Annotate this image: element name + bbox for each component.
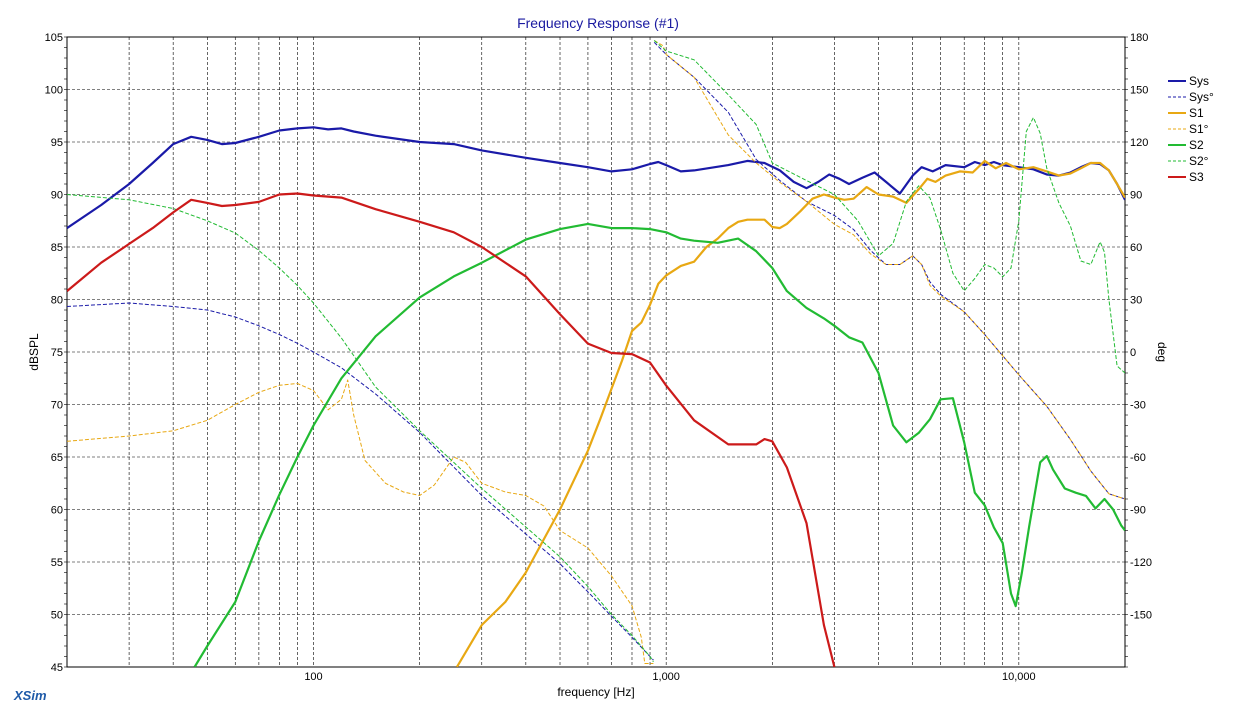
y-tick-label: 85 (51, 242, 63, 254)
y2-tick-label: -150 (1130, 610, 1152, 622)
y2-tick-label: 60 (1130, 242, 1142, 254)
series-line (455, 159, 1125, 667)
left-axis: 105 100 95 90 85 80 75 70 65 60 55 50 45 (45, 32, 67, 674)
y-tick-label: 100 (45, 85, 63, 97)
y-tick-label: 50 (51, 610, 63, 622)
y2-tick-label: 120 (1130, 137, 1148, 149)
y-axis-label: dBSPL (27, 333, 41, 371)
legend-label: Sys° (1189, 90, 1214, 104)
x-tick-label: 100 (304, 671, 322, 683)
legend-label: S1 (1189, 106, 1204, 120)
y2-tick-label: 90 (1130, 190, 1142, 202)
legend-label: Sys (1189, 74, 1209, 88)
xsim-logo: XSim (14, 688, 47, 703)
grid (66, 36, 1126, 668)
right-axis: 180 150 120 90 60 30 0 -30 -60 -90 -120 -150 (1125, 32, 1152, 668)
legend: Sys Sys° S1 S1° S2 S2° S3 (1168, 74, 1214, 184)
series-line (193, 222, 1125, 667)
y2-tick-label: -30 (1130, 400, 1146, 412)
y2-tick-label: 180 (1130, 32, 1148, 44)
y-tick-label: 105 (45, 32, 63, 44)
y-tick-label: 55 (51, 557, 63, 569)
legend-label: S2° (1189, 154, 1209, 168)
y2-axis-label: deg (1155, 342, 1169, 362)
y-tick-label: 75 (51, 347, 63, 359)
x-axis: 100 1,000 10,000 (304, 671, 1035, 683)
series-line (67, 41, 1125, 661)
y-tick-label: 65 (51, 452, 63, 464)
legend-label: S3 (1189, 170, 1204, 184)
y2-tick-label: -90 (1130, 505, 1146, 517)
x-tick-label: 1,000 (652, 671, 680, 683)
legend-label: S1° (1189, 122, 1209, 136)
y-tick-label: 95 (51, 137, 63, 149)
y2-tick-label: 0 (1130, 347, 1136, 359)
y-tick-label: 45 (51, 662, 63, 674)
chart-title: Frequency Response (#1) (517, 15, 679, 31)
legend-label: S2 (1189, 138, 1204, 152)
y-tick-label: 70 (51, 400, 63, 412)
x-axis-label: frequency [Hz] (557, 685, 634, 699)
y2-tick-label: -120 (1130, 557, 1152, 569)
series-lines (67, 40, 1125, 667)
y-tick-label: 80 (51, 295, 63, 307)
y2-tick-label: 150 (1130, 85, 1148, 97)
series-line (67, 126, 1125, 230)
series-line (67, 40, 1125, 663)
y2-tick-label: 30 (1130, 295, 1142, 307)
y-tick-label: 90 (51, 190, 63, 202)
y-tick-label: 60 (51, 505, 63, 517)
x-tick-label: 10,000 (1002, 671, 1036, 683)
plot-frame (66, 36, 1126, 668)
y2-tick-label: -60 (1130, 452, 1146, 464)
series-line (67, 40, 1125, 664)
series-line (67, 192, 836, 667)
